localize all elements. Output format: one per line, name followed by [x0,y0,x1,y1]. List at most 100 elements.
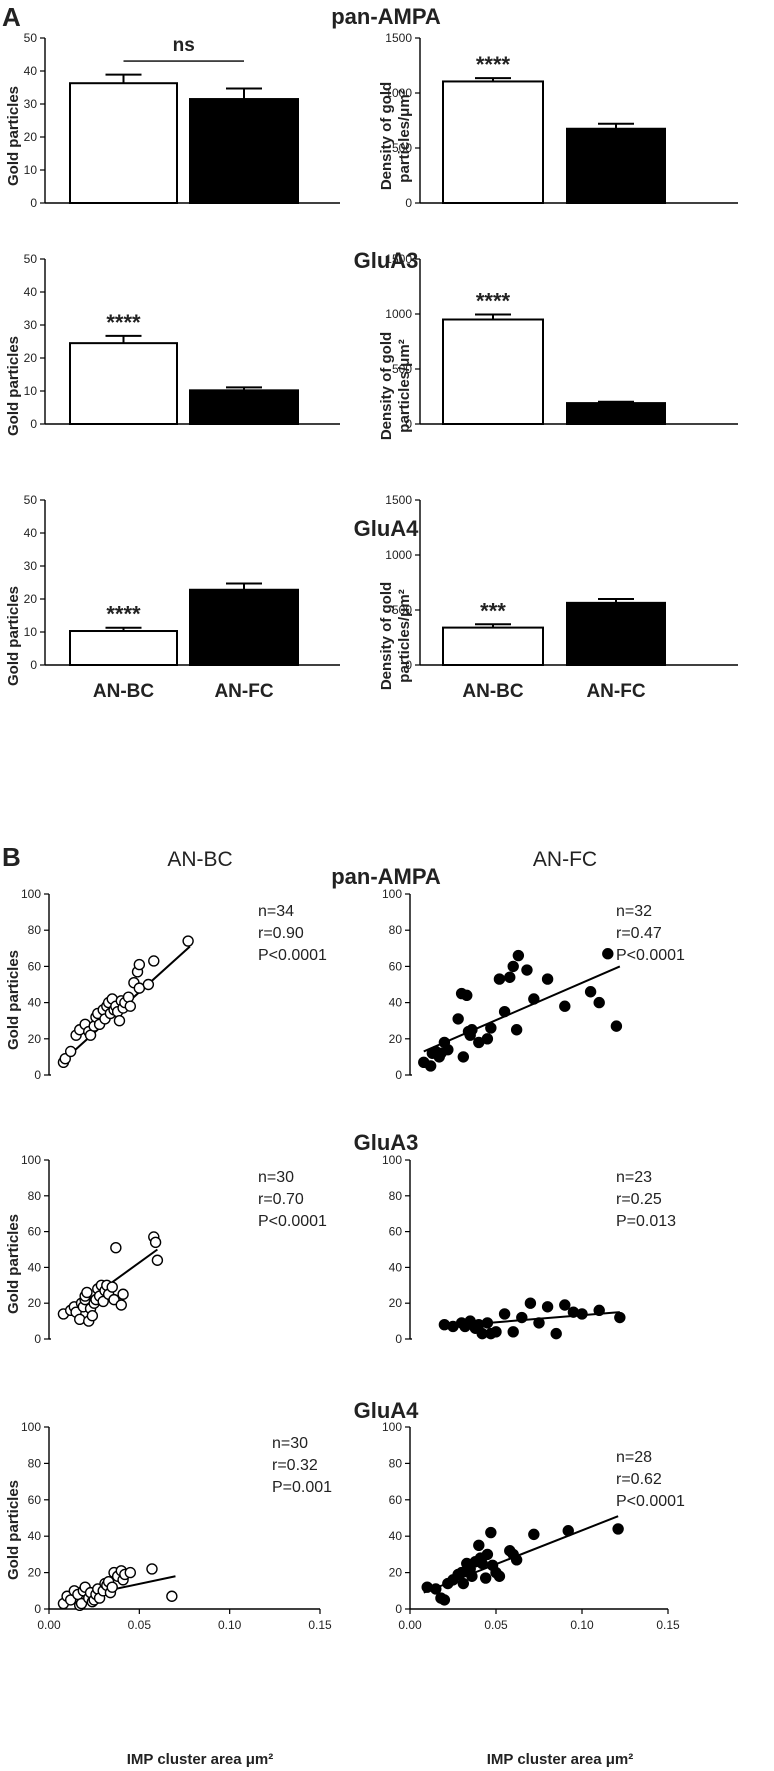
data-point [485,1526,497,1539]
significance-marker: **** [476,52,511,77]
data-point [124,1566,137,1579]
y-tick-label: 20 [28,1296,42,1310]
data-point [442,1043,454,1056]
data-point [512,949,525,962]
data-point [584,986,597,998]
data-point [457,1051,470,1063]
data-point [541,1301,554,1313]
bar-an-fc [566,127,666,204]
data-point [507,960,519,973]
y-axis-label-a-glua3-count: Gold particles [5,336,22,436]
x-axis-label-b-an-fc: IMP cluster area μm² [487,1751,633,1768]
y-tick-label: 40 [389,996,403,1010]
data-point [461,989,473,1002]
y-axis-label-a-panampa-density-line1: Density of gold [378,82,395,190]
bar-an-bc [442,318,544,425]
data-point [521,964,533,976]
y-tick-label: 0 [395,1332,402,1346]
data-point [430,1583,442,1595]
y-axis-label-a-panampa-count: Gold particles [5,86,22,186]
data-point [117,1288,129,1300]
x-tick-label: 0.00 [398,1618,422,1632]
data-point [533,1317,545,1329]
y-tick-label: 40 [389,1529,403,1543]
row-title-b-glua3: GluA3 [354,1130,419,1155]
y-tick-label: 20 [28,1032,42,1046]
data-point [559,1000,571,1012]
data-point [182,935,194,947]
category-label-an-fc: AN-FC [214,681,273,702]
bar-chart-a-glua3-count: 0 10 20 30 40 50 **** [24,252,340,431]
y-axis-label-a-glua3-density-line1: Density of gold [378,332,395,440]
data-point [541,973,554,985]
y-tick-label: 0 [405,196,412,210]
x-tick-label: 0.10 [570,1618,594,1632]
stat-label: r=0.25 [616,1191,662,1208]
y-tick-label: 0 [30,196,37,210]
significance-marker: **** [476,289,511,314]
x-axis-label-b-an-bc: IMP cluster area μm² [127,1751,273,1768]
data-point [562,1525,574,1537]
significance-marker: *** [480,598,506,623]
data-point [473,1539,485,1552]
data-point [438,1594,451,1606]
data-point [504,971,516,983]
data-point [74,1313,86,1326]
data-point [106,1281,118,1293]
bar-an-bc [69,342,178,425]
y-tick-label: 10 [24,384,38,398]
row-title-a-glua4: GluA4 [354,516,420,541]
data-point [151,1254,164,1266]
y-tick-label: 80 [389,923,403,937]
y-tick-label: 500 [392,362,412,376]
x-tick-label: 0.15 [656,1618,680,1632]
x-tick-label: 0.10 [218,1618,242,1632]
row-title-a-panampa: pan-AMPA [331,4,441,29]
data-point [142,978,155,991]
stat-label: P=0.013 [616,1213,676,1230]
data-point [510,1554,523,1566]
y-tick-label: 1500 [385,31,412,45]
y-tick-label: 40 [389,1260,403,1274]
data-point [610,1020,623,1032]
y-tick-label: 50 [24,493,38,507]
y-tick-label: 100 [382,1420,402,1434]
y-tick-label: 500 [392,141,412,155]
col-title-an-fc: AN-FC [533,848,597,871]
y-tick-label: 0 [405,658,412,672]
data-point [490,1326,502,1338]
category-label-an-fc: AN-FC [586,681,645,702]
data-point [124,1000,137,1012]
y-tick-label: 60 [389,1225,403,1239]
data-point [148,955,160,967]
data-point [110,1242,122,1254]
stat-label: n=32 [616,903,652,920]
data-point [452,1013,464,1025]
scatter-chart-b-glua4-bc: 0 20 40 60 80 100 0.00 0.05 0.10 0.15 n=30 r=0.32 P=… [21,1420,332,1632]
data-point [146,1563,158,1575]
y-axis-label-a-glua3-density-line2: particles/μm² [396,339,413,432]
significance-marker: **** [106,602,141,627]
data-point [479,1572,492,1584]
bar-chart-a-panampa-density: 0 500 1000 1500 **** [385,31,738,210]
bar-an-bc [442,80,544,204]
y-tick-label: 0 [34,1332,41,1346]
y-tick-label: 20 [24,130,38,144]
y-tick-label: 40 [24,285,38,299]
bar-an-fc [566,601,666,666]
data-point [493,973,506,985]
data-point [424,1060,437,1072]
bar-an-bc [442,626,544,666]
y-tick-label: 30 [24,97,38,111]
row-title-b-glua4: GluA4 [354,1398,420,1423]
significance-marker: **** [106,310,141,335]
y-tick-label: 20 [28,1566,42,1580]
y-tick-label: 0 [405,417,412,431]
x-tick-label: 0.00 [37,1618,61,1632]
data-point [106,1581,118,1593]
bar-chart-a-glua3-density: 0 500 1000 1500 **** [385,252,738,431]
y-axis-label-a-glua4-count: Gold particles [5,586,22,686]
data-point [457,1577,470,1590]
